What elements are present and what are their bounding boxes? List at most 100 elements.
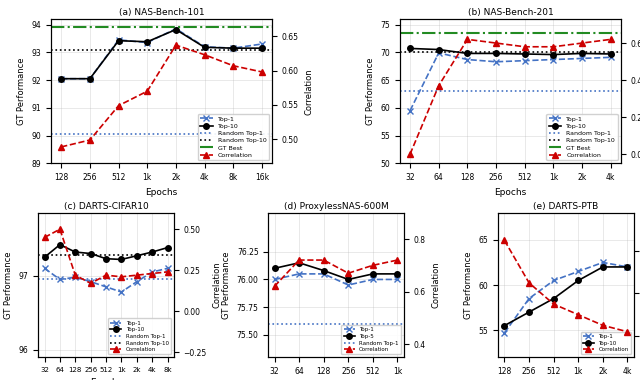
Top-5 [344,277,352,282]
Top-5 [320,268,328,273]
Correlation [86,138,93,142]
Line: Correlation: Correlation [58,42,266,150]
GT Best [58,24,65,29]
Top-1 [623,264,631,269]
Line: Correlation: Correlation [41,226,171,287]
Legend: Top-1, Top-10, Random Top-1, Random Top-10, GT Best, Correlation: Top-1, Top-10, Random Top-1, Random Top-… [198,114,269,160]
Top-1 [344,283,352,287]
Top-1 [102,285,110,289]
Top-10 [102,256,110,261]
Correlation [623,329,631,334]
Top-10 [623,264,631,269]
Correlation [201,52,209,57]
Correlation [133,273,141,277]
Top-1 [72,275,79,280]
Top-10 [148,250,156,254]
Line: Correlation: Correlation [406,36,614,158]
Legend: Top-1, Top-10, Random Top-1, Random Top-10, GT Best, Correlation: Top-1, Top-10, Random Top-1, Random Top-… [547,114,618,160]
Correlation [102,273,110,277]
Random Top-1 [295,321,303,326]
Random Top-1 [435,89,443,93]
Top-10 [72,250,79,254]
Correlation [56,227,64,231]
Top-1 [295,272,303,276]
Top-1 [229,46,237,51]
Random Top-1 [41,277,49,282]
Top-1 [41,266,49,271]
GT Best [406,31,414,35]
Top-10 [579,51,586,56]
Line: Top-1: Top-1 [501,259,631,336]
Top-1 [320,272,328,276]
Line: Top-10: Top-10 [58,27,265,81]
Correlation [550,44,557,49]
Random Top-1 [406,89,414,93]
Line: Correlation: Correlation [271,256,401,290]
Top-1 [115,38,122,42]
Top-1 [406,108,414,113]
GT Best [86,24,93,29]
Correlation [72,273,79,277]
Top-10 [607,52,614,56]
Top-10 [525,310,533,314]
Correlation [320,258,328,262]
Correlation [58,145,65,149]
Top-10 [172,27,180,32]
Random Top-10 [56,253,64,257]
Top-10 [201,45,209,50]
Correlation [172,43,180,48]
Top-10 [143,40,151,44]
Correlation [406,152,414,157]
Top-1 [579,56,586,61]
Top-5 [369,272,377,276]
Correlation [164,269,172,274]
X-axis label: Epochs: Epochs [145,188,178,197]
Random Top-10 [41,253,49,257]
Top-10 [164,245,172,250]
Top-10 [258,46,266,51]
Top-1 [164,266,172,271]
Correlation [295,258,303,262]
Top-10 [87,251,95,256]
Title: (c) DARTS-CIFAR10: (c) DARTS-CIFAR10 [63,202,148,211]
Correlation [118,274,125,279]
Top-1 [56,277,64,282]
Top-10 [58,76,65,81]
Top-10 [500,323,508,328]
Correlation [599,323,607,328]
Line: Top-1: Top-1 [271,271,401,288]
Correlation [369,263,377,268]
Correlation [344,271,352,276]
Top-10 [86,76,93,81]
Line: Top-1: Top-1 [41,265,171,296]
GT Best [435,31,443,35]
Line: Top-1: Top-1 [58,25,266,82]
Y-axis label: GT Performance: GT Performance [17,57,26,125]
Line: Top-10: Top-10 [502,264,630,328]
Y-axis label: Correlation: Correlation [304,68,313,114]
Top-10 [229,46,237,51]
Top-10 [115,38,122,43]
Correlation [148,271,156,276]
Top-10 [521,52,529,56]
Line: Top-10: Top-10 [42,242,170,262]
Top-10 [575,278,582,283]
Line: Top-1: Top-1 [406,49,614,114]
Y-axis label: GT Performance: GT Performance [222,251,231,319]
Correlation [115,103,122,108]
Correlation [271,284,278,288]
Correlation [575,312,582,317]
Top-5 [394,272,401,276]
Random Top-1 [58,132,65,136]
Random Top-10 [435,50,443,55]
Top-10 [56,242,64,247]
Top-1 [435,51,443,55]
Top-5 [295,261,303,265]
Legend: Top-1, Top-10, Random Top-1, Random Top-10, Correlation: Top-1, Top-10, Random Top-1, Random Top-… [108,318,171,355]
Top-1 [550,57,557,62]
Random Top-10 [58,47,65,52]
Legend: Top-1, Top-5, Random Top-1, Correlation: Top-1, Top-5, Random Top-1, Correlation [341,325,401,355]
Y-axis label: GT Performance: GT Performance [464,251,474,319]
Correlation [579,41,586,45]
Top-1 [369,277,377,282]
